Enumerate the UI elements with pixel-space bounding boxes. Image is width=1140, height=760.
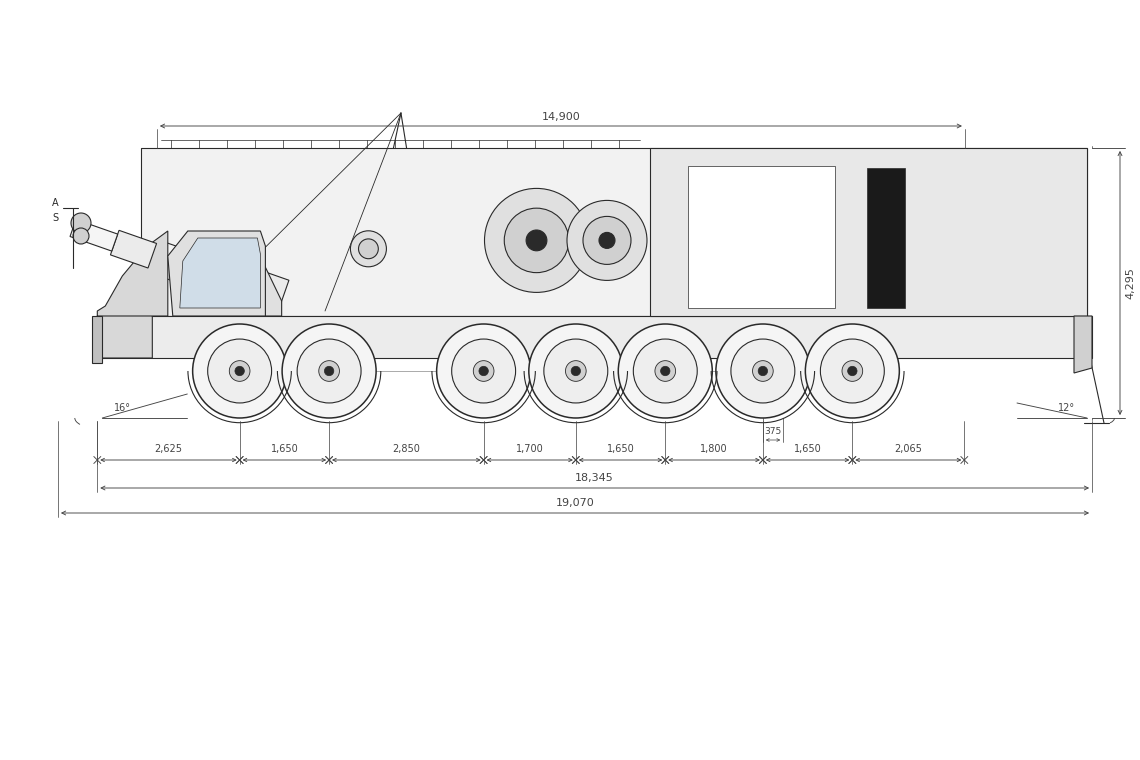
Circle shape [805,324,899,418]
Circle shape [567,201,648,280]
Text: A: A [51,198,58,208]
Polygon shape [111,230,156,268]
Polygon shape [147,239,207,290]
Circle shape [71,213,91,233]
Text: 1,650: 1,650 [270,444,299,454]
Text: 12°: 12° [1058,403,1075,413]
Circle shape [731,339,795,403]
Circle shape [842,361,863,382]
Circle shape [298,339,361,403]
Circle shape [235,366,244,375]
Circle shape [484,188,588,293]
Text: S: S [52,213,58,223]
Text: 1,650: 1,650 [606,444,635,454]
Polygon shape [195,256,282,316]
Polygon shape [97,308,153,358]
Polygon shape [97,231,168,358]
Text: 2,850: 2,850 [392,444,421,454]
Circle shape [565,361,586,382]
Bar [97,316,1092,358]
Circle shape [73,228,89,244]
Bar [92,316,103,363]
Circle shape [571,366,580,375]
Circle shape [504,208,569,273]
Circle shape [758,366,767,375]
Circle shape [821,339,885,403]
Circle shape [325,366,334,375]
Circle shape [479,366,488,375]
Circle shape [634,339,698,403]
Text: 1,800: 1,800 [700,444,728,454]
Polygon shape [195,252,288,321]
Circle shape [848,366,857,375]
Circle shape [618,324,712,418]
Text: 4,295: 4,295 [1125,267,1135,299]
Polygon shape [70,220,117,251]
Circle shape [473,361,494,382]
Text: 375: 375 [765,427,782,436]
Bar [140,148,1088,316]
Circle shape [207,339,271,403]
Text: 18,345: 18,345 [576,473,614,483]
Circle shape [526,230,547,251]
Circle shape [660,366,670,375]
Circle shape [350,231,386,267]
Text: 1,650: 1,650 [793,444,822,454]
Circle shape [598,233,614,249]
Text: 2,625: 2,625 [155,444,182,454]
Text: 1,700: 1,700 [516,444,544,454]
Text: 19,070: 19,070 [555,498,594,508]
Circle shape [544,339,608,403]
Polygon shape [180,238,260,308]
Circle shape [656,361,676,382]
Circle shape [583,217,632,264]
Text: 14,900: 14,900 [542,112,580,122]
Bar [650,148,1088,316]
Bar [868,168,905,308]
Circle shape [229,361,250,382]
Circle shape [282,324,376,418]
Circle shape [716,324,809,418]
Circle shape [358,239,378,258]
Circle shape [437,324,530,418]
Circle shape [193,324,286,418]
Text: 16°: 16° [114,403,131,413]
Bar [689,166,834,308]
Polygon shape [168,231,266,316]
Circle shape [752,361,773,382]
Circle shape [319,361,340,382]
Circle shape [451,339,515,403]
Circle shape [529,324,622,418]
Text: 2,065: 2,065 [895,444,922,454]
Polygon shape [1074,316,1092,373]
